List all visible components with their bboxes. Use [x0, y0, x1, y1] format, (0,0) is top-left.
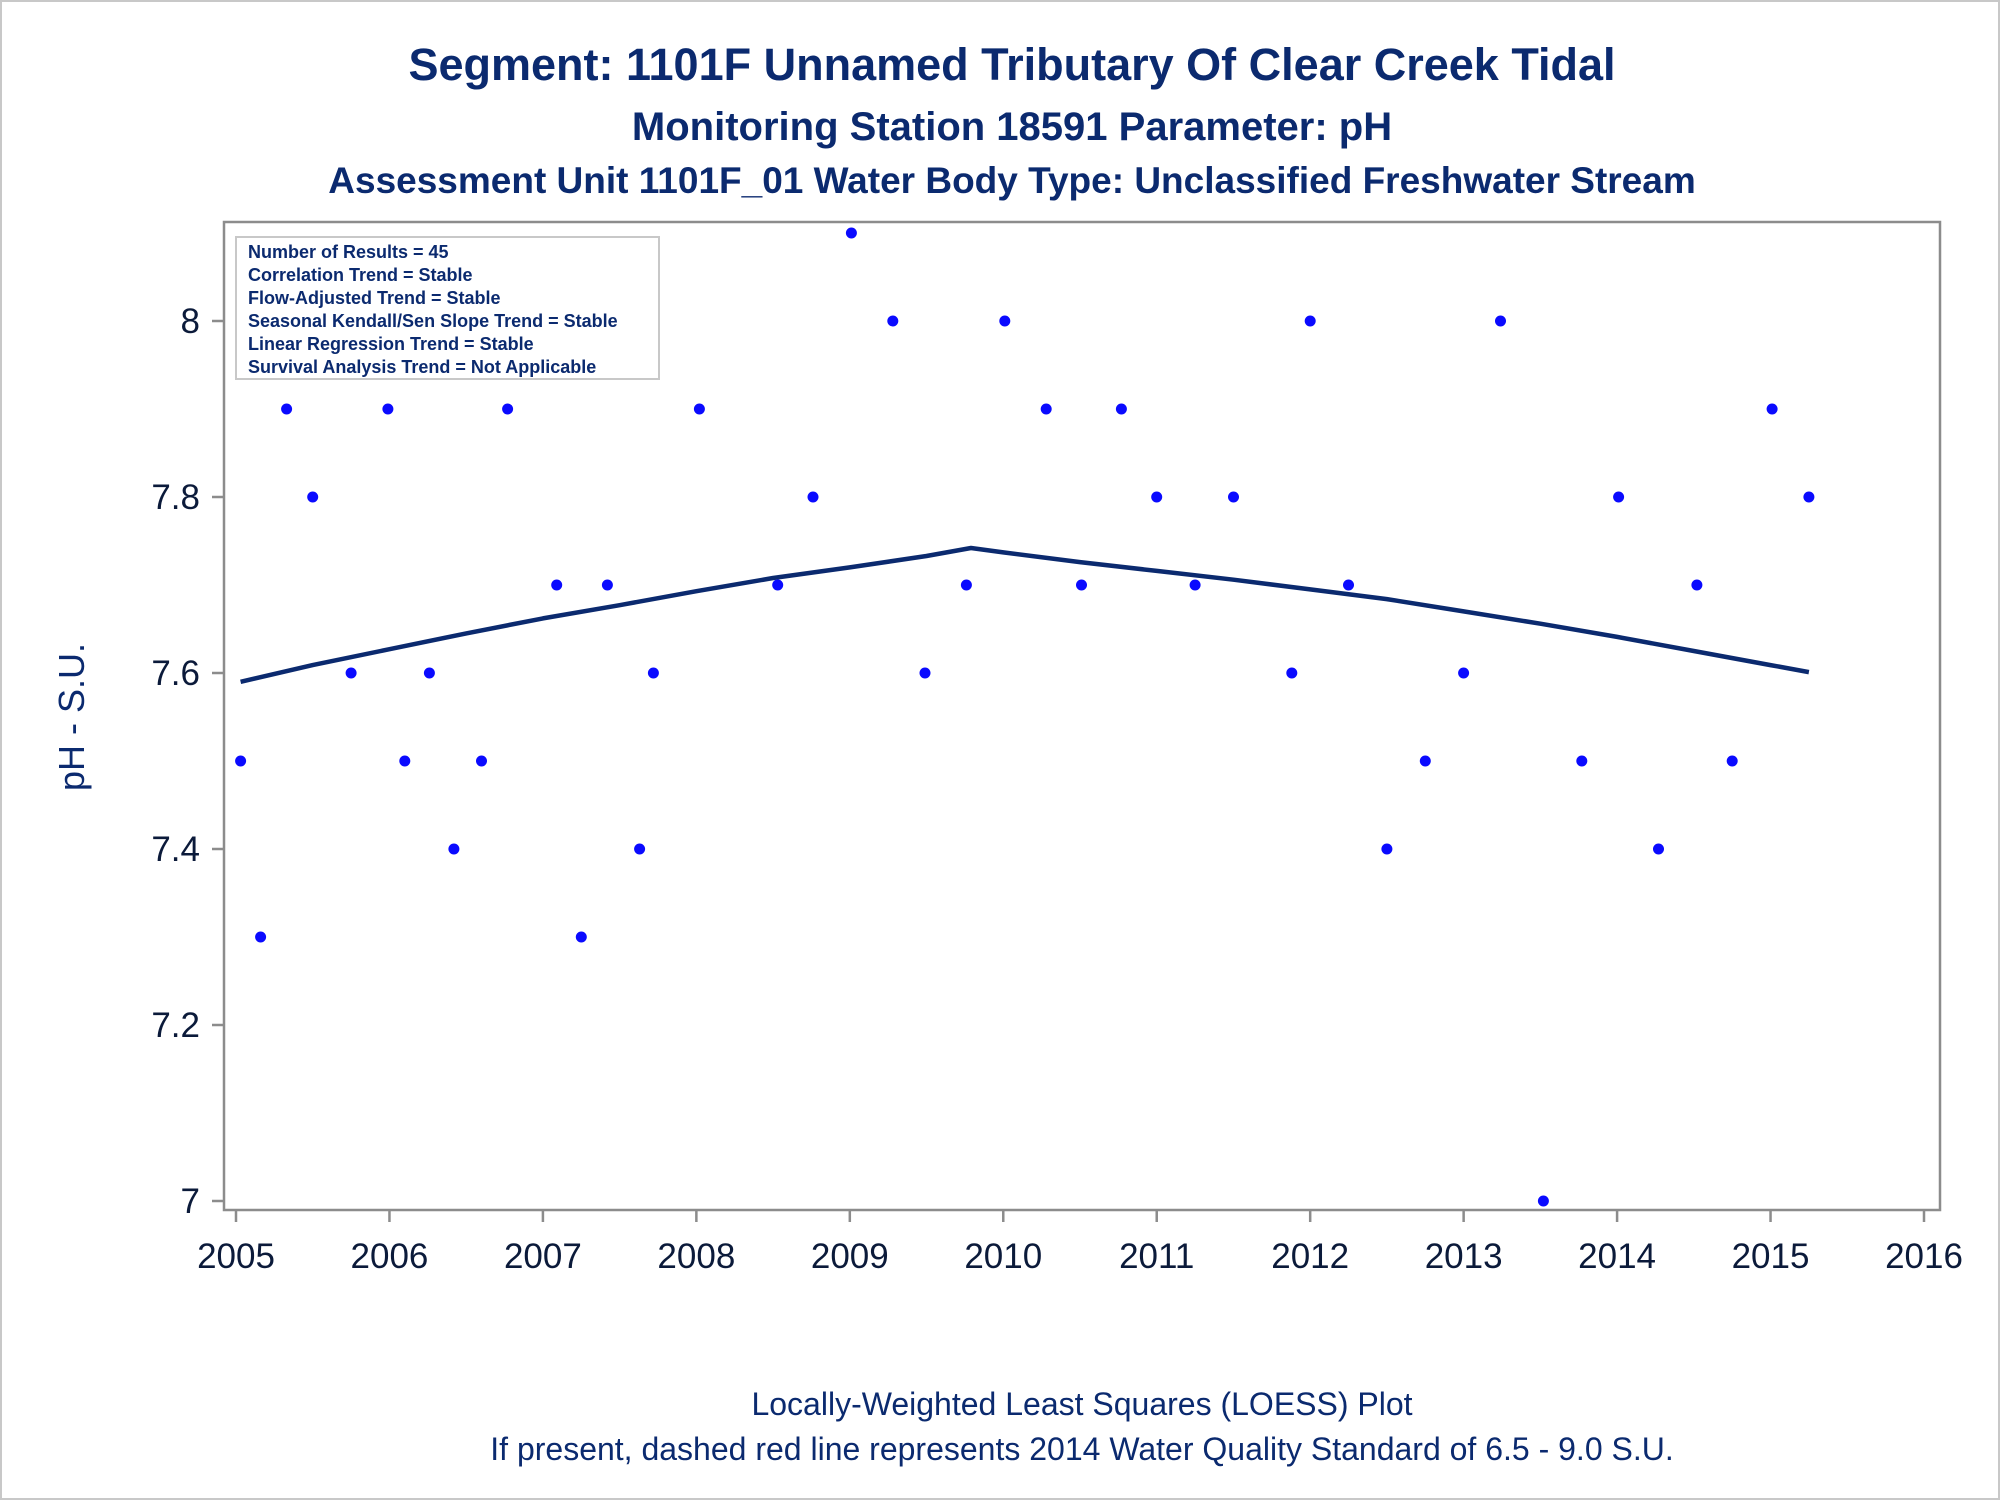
data-point — [1613, 491, 1625, 503]
loess-line — [240, 545, 1810, 684]
x-tick-label: 2012 — [1271, 1237, 1349, 1276]
y-tick-label: 7.2 — [151, 1006, 200, 1045]
data-point — [1726, 755, 1738, 767]
x-tick-label: 2013 — [1425, 1237, 1503, 1276]
data-point — [1766, 403, 1778, 415]
data-point — [551, 579, 563, 591]
x-tick-label: 2011 — [1119, 1237, 1194, 1276]
x-tick-label: 2006 — [351, 1237, 429, 1276]
trend-info-line: Flow-Adjusted Trend = Stable — [248, 288, 501, 308]
data-point — [307, 491, 319, 503]
data-point — [1653, 843, 1664, 855]
data-point — [1076, 579, 1087, 591]
x-tick-label: 2007 — [504, 1237, 582, 1276]
data-point — [693, 403, 705, 415]
data-point — [1495, 315, 1506, 327]
trend-info-line: Correlation Trend = Stable — [248, 265, 473, 285]
y-axis-label: pH - S.U. — [51, 643, 92, 791]
data-point — [448, 843, 460, 855]
x-tick-label: 2010 — [964, 1237, 1042, 1276]
data-point — [1286, 667, 1298, 679]
data-point — [382, 403, 394, 415]
data-point — [255, 931, 267, 943]
y-tick-label: 7 — [181, 1182, 200, 1221]
plot-area — [222, 220, 1942, 1212]
data-point — [476, 755, 487, 767]
data-point — [1228, 491, 1239, 503]
data-point — [399, 755, 411, 767]
y-tick-label: 7.8 — [151, 478, 200, 517]
y-tick-label: 7.4 — [151, 830, 200, 869]
x-tick-label: 2009 — [811, 1237, 889, 1276]
y-tick-label: 8 — [181, 302, 200, 341]
x-tick-label: 2016 — [1885, 1237, 1963, 1276]
trend-info-line: Survival Analysis Trend = Not Applicable — [248, 357, 596, 377]
data-point — [345, 667, 357, 679]
x-tick-label: 2015 — [1732, 1237, 1810, 1276]
footer-standard-note: If present, dashed red line represents 2… — [490, 1431, 1673, 1467]
x-tick-label: 2005 — [197, 1237, 275, 1276]
data-point — [807, 491, 819, 503]
data-point — [1691, 579, 1703, 591]
x-tick-label: 2008 — [657, 1237, 735, 1276]
data-point — [960, 579, 972, 591]
data-point — [1189, 579, 1201, 591]
data-point — [423, 667, 435, 679]
data-point — [845, 227, 857, 239]
data-point — [502, 403, 514, 415]
data-point — [772, 579, 784, 591]
chart-subtitle-station: Monitoring Station 18591 Parameter: pH — [632, 105, 1392, 149]
data-point — [235, 755, 247, 767]
data-point — [575, 931, 587, 943]
data-point — [634, 843, 646, 855]
points-layer — [235, 227, 1815, 1207]
trend-info-box: Number of Results = 45 Correlation Trend… — [235, 236, 660, 380]
data-point — [1151, 491, 1163, 503]
data-point — [601, 579, 613, 591]
footer-plot-type: Locally-Weighted Least Squares (LOESS) P… — [751, 1386, 1412, 1422]
data-point — [647, 667, 659, 679]
data-point — [1458, 667, 1470, 679]
y-tick-label: 7.6 — [151, 654, 200, 693]
loess-layer — [240, 545, 1810, 684]
trend-info-box-border — [235, 236, 660, 380]
x-tick-label: 2014 — [1578, 1237, 1656, 1276]
data-point — [1040, 403, 1052, 415]
data-point — [1419, 755, 1431, 767]
data-point — [999, 315, 1011, 327]
x-axis: 2005 2006 2007 2008 2009 2010 2011 2012 2013 2014… — [197, 1210, 1963, 1276]
y-axis: 7 7.2 7.4 7.6 7.8 8 — [151, 302, 224, 1221]
data-point — [1803, 491, 1815, 503]
trend-info-line: Number of Results = 45 — [248, 242, 449, 262]
chart-title: Segment: 1101F Unnamed Tributary Of Clea… — [408, 39, 1615, 90]
data-point — [919, 667, 931, 679]
data-point — [1115, 403, 1127, 415]
data-point — [1576, 755, 1588, 767]
chart-subtitle-assessment: Assessment Unit 1101F_01 Water Body Type… — [328, 160, 1695, 201]
data-point — [1537, 1195, 1549, 1207]
data-point — [1304, 315, 1316, 327]
trend-info-line: Linear Regression Trend = Stable — [248, 334, 534, 354]
data-point — [281, 403, 293, 415]
data-point — [887, 315, 899, 327]
trend-info-line: Seasonal Kendall/Sen Slope Trend = Stabl… — [248, 311, 618, 331]
data-point — [1381, 843, 1393, 855]
data-point — [1343, 579, 1354, 591]
